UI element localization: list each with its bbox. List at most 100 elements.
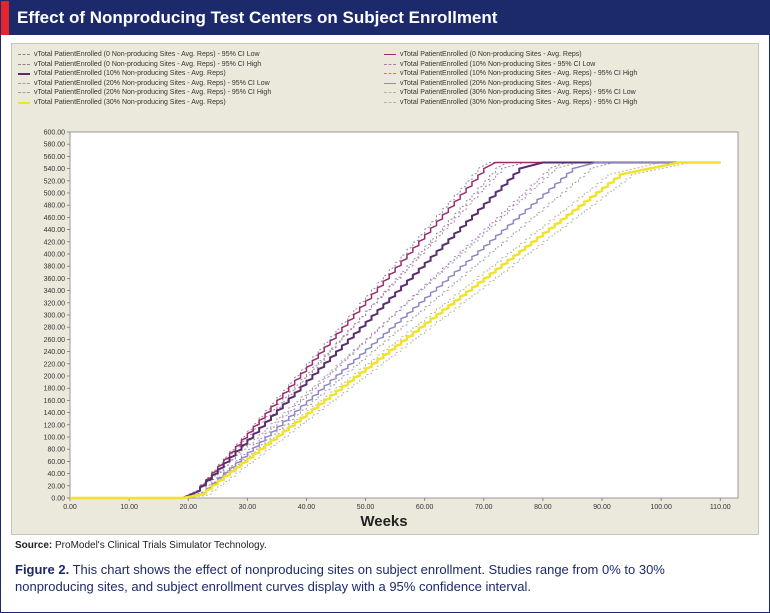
x-tick-label: 50.00	[357, 504, 375, 511]
series-line	[70, 161, 721, 499]
y-tick-label: 0.00	[51, 496, 65, 503]
chart-panel: vTotal PatientEnrolled (0 Non-producing …	[11, 43, 759, 535]
legend-item: vTotal PatientEnrolled (0 Non-producing …	[18, 50, 260, 59]
chart-legend: vTotal PatientEnrolled (0 Non-producing …	[18, 46, 754, 110]
y-tick-label: 260.00	[44, 337, 66, 344]
y-tick-label: 560.00	[44, 154, 66, 161]
legend-swatch	[18, 101, 30, 104]
legend-label: vTotal PatientEnrolled (10% Non-producin…	[34, 70, 226, 78]
y-tick-label: 380.00	[44, 264, 66, 271]
y-tick-label: 80.00	[47, 447, 65, 454]
y-tick-label: 320.00	[44, 300, 66, 307]
legend-swatch	[384, 102, 396, 103]
x-tick-label: 30.00	[239, 504, 257, 511]
y-tick-label: 240.00	[44, 349, 66, 356]
legend-item: vTotal PatientEnrolled (20% Non-producin…	[384, 79, 592, 88]
series-line	[70, 161, 721, 499]
y-tick-label: 580.00	[44, 142, 66, 149]
x-tick-label: 0.00	[63, 504, 77, 511]
y-tick-label: 540.00	[44, 166, 66, 173]
legend-swatch	[18, 72, 30, 75]
legend-swatch	[384, 54, 396, 55]
legend-swatch	[384, 63, 396, 65]
x-tick-label: 60.00	[416, 504, 434, 511]
legend-label: vTotal PatientEnrolled (0 Non-producing …	[34, 51, 260, 58]
y-tick-label: 40.00	[47, 471, 65, 478]
y-tick-label: 60.00	[47, 459, 65, 466]
legend-label: vTotal PatientEnrolled (10% Non-producin…	[400, 60, 596, 68]
legend-label: vTotal PatientEnrolled (0 Non-producing …	[34, 60, 262, 68]
y-tick-label: 440.00	[44, 227, 66, 234]
series-line	[70, 162, 721, 499]
legend-label: vTotal PatientEnrolled (20% Non-producin…	[400, 79, 592, 87]
legend-swatch	[18, 54, 30, 55]
y-tick-label: 20.00	[47, 483, 65, 490]
legend-swatch	[384, 92, 396, 94]
series-line	[70, 162, 721, 499]
title-bar: Effect of Nonproducing Test Centers on S…	[1, 1, 769, 35]
legend-swatch	[18, 82, 30, 84]
y-tick-label: 400.00	[44, 252, 66, 259]
y-tick-label: 200.00	[44, 374, 66, 381]
y-tick-label: 520.00	[44, 178, 66, 185]
y-tick-label: 280.00	[44, 325, 66, 332]
y-tick-label: 160.00	[44, 398, 66, 405]
y-tick-label: 500.00	[44, 191, 66, 198]
legend-swatch	[384, 73, 396, 75]
legend-label: vTotal PatientEnrolled (0 Non-producing …	[400, 51, 582, 58]
plot-area	[69, 131, 739, 499]
y-tick-label: 600.00	[44, 130, 66, 137]
legend-swatch	[18, 63, 30, 65]
legend-label: vTotal PatientEnrolled (30% Non-producin…	[400, 99, 638, 106]
x-tick-label: 100.00	[650, 504, 672, 511]
legend-label: vTotal PatientEnrolled (20% Non-producin…	[34, 89, 272, 97]
x-axis-label: Weeks	[360, 513, 407, 530]
y-tick-label: 100.00	[44, 435, 66, 442]
y-tick-label: 420.00	[44, 239, 66, 246]
source-text: ProModel's Clinical Trials Simulator Tec…	[52, 540, 267, 551]
legend-label: vTotal PatientEnrolled (10% Non-producin…	[400, 70, 638, 78]
legend-label: vTotal PatientEnrolled (20% Non-producin…	[34, 79, 270, 87]
series-line	[70, 162, 721, 499]
y-tick-label: 120.00	[44, 422, 66, 429]
caption-figure-label: Figure 2.	[15, 562, 70, 577]
legend-item: vTotal PatientEnrolled (10% Non-producin…	[384, 60, 595, 69]
legend-swatch	[384, 82, 396, 84]
x-tick-label: 80.00	[534, 504, 552, 511]
source-label: Source:	[15, 540, 53, 551]
legend-item: vTotal PatientEnrolled (0 Non-producing …	[384, 50, 582, 59]
x-tick-label: 70.00	[475, 504, 493, 511]
y-tick-label: 300.00	[44, 313, 66, 320]
title-accent	[1, 1, 9, 35]
y-tick-label: 460.00	[44, 215, 66, 222]
legend-label: vTotal PatientEnrolled (30% Non-producin…	[400, 89, 636, 97]
figure-caption: Figure 2. This chart shows the effect of…	[15, 561, 745, 595]
legend-item: vTotal PatientEnrolled (30% Non-producin…	[384, 88, 636, 97]
legend-item: vTotal PatientEnrolled (20% Non-producin…	[18, 88, 271, 97]
x-tick-label: 10.00	[120, 504, 138, 511]
legend-label: vTotal PatientEnrolled (30% Non-producin…	[34, 99, 226, 106]
series-line	[70, 161, 721, 500]
source-note: Source: ProModel's Clinical Trials Simul…	[15, 540, 267, 551]
caption-text: This chart shows the effect of nonproduc…	[15, 562, 665, 594]
chart-title: Effect of Nonproducing Test Centers on S…	[17, 8, 498, 27]
y-tick-label: 180.00	[44, 386, 66, 393]
chart-plot: 0.00 20.00 40.00 60.00 80.00 100.00 120.00 140.…	[44, 130, 739, 530]
legend-item: vTotal PatientEnrolled (30% Non-producin…	[384, 98, 637, 107]
x-tick-label: 90.00	[593, 504, 611, 511]
x-tick-label: 20.00	[179, 504, 197, 511]
legend-item: vTotal PatientEnrolled (10% Non-producin…	[384, 69, 637, 78]
legend-item: vTotal PatientEnrolled (20% Non-producin…	[18, 79, 270, 88]
y-tick-label: 360.00	[44, 276, 66, 283]
legend-item: vTotal PatientEnrolled (10% Non-producin…	[18, 69, 226, 78]
legend-item: vTotal PatientEnrolled (30% Non-producin…	[18, 98, 226, 107]
y-tick-label: 140.00	[44, 410, 66, 417]
series-line	[70, 162, 721, 499]
series-line	[70, 161, 721, 499]
y-tick-label: 220.00	[44, 361, 66, 368]
x-tick-label: 40.00	[298, 504, 316, 511]
x-tick-label: 110.00	[710, 504, 731, 511]
legend-swatch	[18, 92, 30, 94]
legend-item: vTotal PatientEnrolled (0 Non-producing …	[18, 60, 261, 69]
